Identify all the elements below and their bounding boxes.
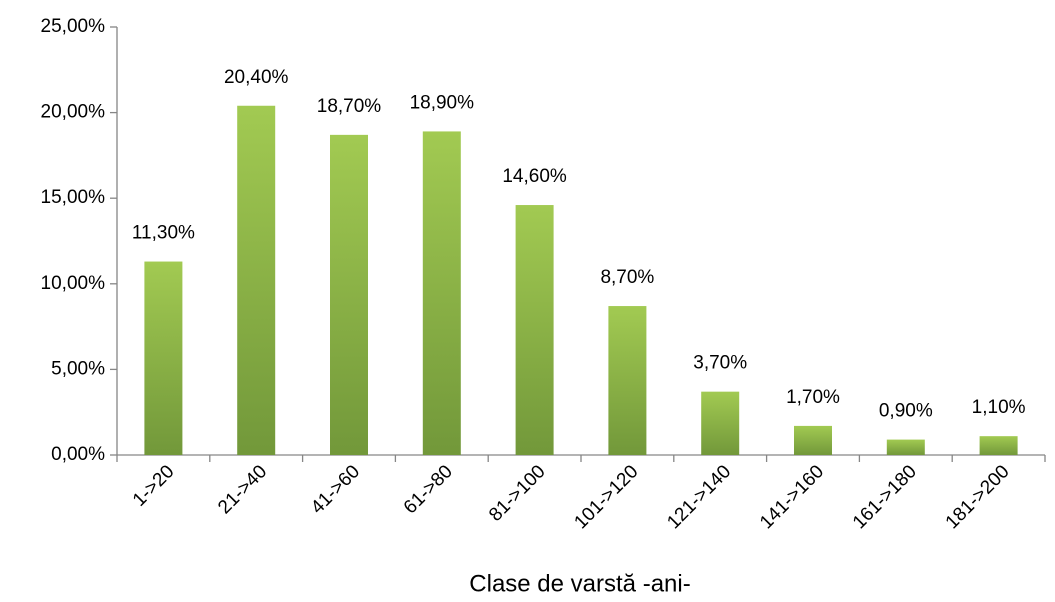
- data-label: 18,70%: [317, 96, 382, 117]
- data-label: 11,30%: [132, 223, 195, 244]
- y-tick-label: 10,00%: [41, 273, 106, 294]
- x-tick-label: 1->20: [129, 461, 179, 511]
- data-label: 20,40%: [224, 67, 289, 88]
- bar: [886, 439, 925, 455]
- x-tick-label: 121->140: [663, 461, 735, 533]
- data-label: 14,60%: [502, 166, 567, 187]
- x-tick-label: 61->80: [400, 461, 457, 518]
- y-tick-label: 20,00%: [41, 102, 106, 123]
- x-axis-title: Clase de varstă -ani-: [469, 570, 690, 597]
- data-label: 3,70%: [693, 353, 747, 374]
- x-tick-label: 81->100: [485, 461, 550, 526]
- y-tick-label: 25,00%: [41, 16, 106, 37]
- x-tick-label: 21->40: [214, 461, 271, 518]
- bar: [237, 105, 276, 455]
- data-label: 1,70%: [786, 387, 840, 408]
- bar: [979, 436, 1018, 455]
- bar: [330, 134, 368, 455]
- bar: [515, 205, 554, 455]
- bar: [422, 131, 461, 455]
- x-tick-label: 101->120: [570, 461, 642, 533]
- y-tick-label: 0,00%: [51, 444, 105, 465]
- x-tick-label: 181->200: [942, 461, 1014, 533]
- bar: [701, 391, 740, 455]
- x-tick-label: 161->180: [849, 461, 921, 533]
- x-tick-label: 141->160: [756, 461, 828, 533]
- x-tick-label: 41->60: [307, 461, 364, 518]
- y-tick-label: 5,00%: [51, 358, 105, 379]
- data-label: 1,10%: [972, 397, 1026, 418]
- bar: [608, 306, 647, 455]
- data-label: 0,90%: [879, 401, 933, 422]
- data-label: 8,70%: [600, 267, 654, 288]
- y-tick-label: 15,00%: [41, 187, 106, 208]
- data-label: 18,90%: [410, 92, 475, 113]
- bar: [144, 261, 183, 455]
- bar: [794, 425, 832, 455]
